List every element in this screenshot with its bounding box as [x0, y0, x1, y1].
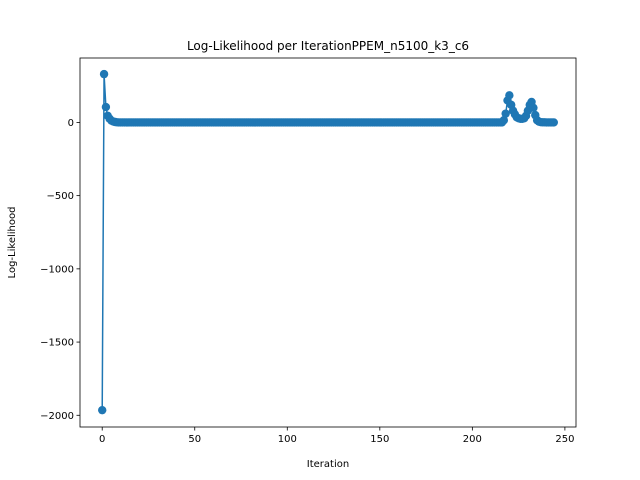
y-tick-label: −2000 — [40, 411, 74, 422]
y-tick-label: 0 — [68, 118, 74, 129]
data-point — [501, 109, 510, 118]
data-layer — [98, 69, 558, 415]
x-axis: 0 50 100 150 200 250 — [99, 427, 574, 445]
data-point — [98, 405, 107, 415]
x-axis-label: Iteration — [307, 459, 349, 470]
chart-title: Log-Likelihood per IterationPPEM_n5100_k… — [187, 39, 469, 53]
y-tick-label: −500 — [47, 191, 74, 202]
x-tick-label: 50 — [188, 434, 201, 445]
data-point — [529, 103, 538, 112]
data-point — [549, 118, 558, 127]
x-tick-label: 100 — [278, 434, 297, 445]
data-point — [99, 69, 109, 79]
data-point — [499, 116, 509, 125]
y-tick-label: −1500 — [40, 338, 74, 349]
x-tick-label: 250 — [555, 434, 574, 445]
x-tick-label: 200 — [463, 434, 482, 445]
y-tick-label: −1000 — [40, 264, 74, 275]
data-point — [505, 91, 514, 100]
y-axis-label: Log-Likelihood — [7, 207, 18, 279]
y-axis: −2000 −1500 −1000 −500 0 — [40, 118, 80, 422]
data-point — [101, 102, 111, 112]
x-tick-label: 0 — [99, 434, 105, 445]
x-tick-label: 150 — [370, 434, 389, 445]
